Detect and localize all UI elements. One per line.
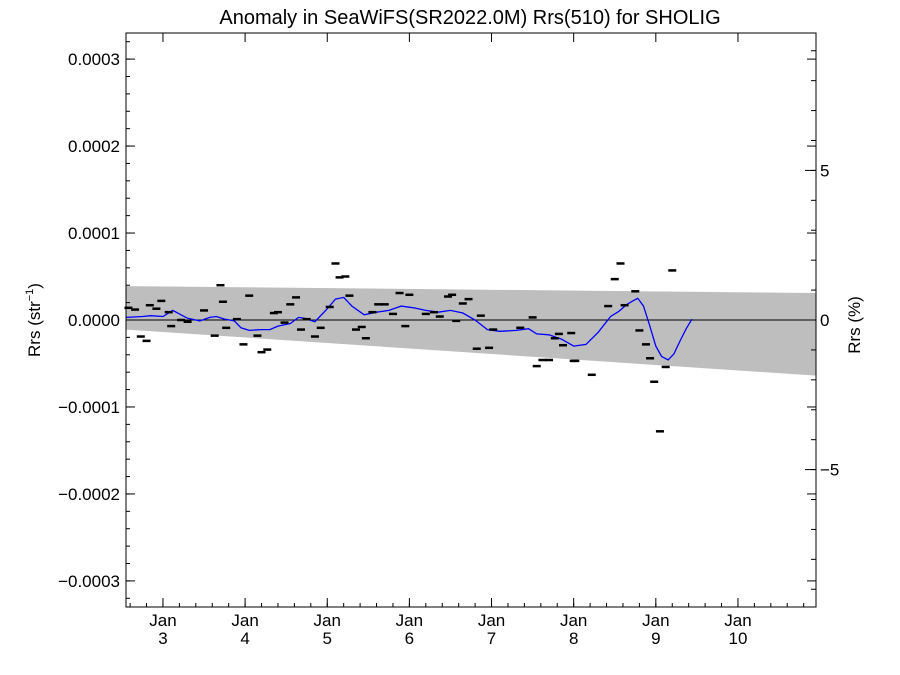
x-tick-label-month: Jan xyxy=(314,611,341,630)
y-axis-right: 5 0 −5 xyxy=(805,50,839,590)
x-tick-label-day: 8 xyxy=(569,629,578,648)
uncertainty-band-layer xyxy=(126,286,816,376)
y-tick-label: 0.0000 xyxy=(68,311,120,330)
x-tick-label-month: Jan xyxy=(560,611,587,630)
chart-title: Anomaly in SeaWiFS(SR2022.0M) Rrs(510) f… xyxy=(219,7,720,29)
smoothed-anomaly-line xyxy=(125,296,693,361)
y-right-tick-label: 0 xyxy=(820,311,829,330)
y-tick-label: −0.0002 xyxy=(58,485,120,504)
x-tick-label-month: Jan xyxy=(396,611,423,630)
y-axis-label-left-text: Rrs (str xyxy=(25,301,44,357)
x-tick-label-month: Jan xyxy=(724,611,751,630)
y-right-tick-label: 5 xyxy=(820,161,829,180)
x-tick-label-day: 4 xyxy=(240,629,249,648)
x-tick-label-day: 9 xyxy=(651,629,660,648)
y-tick-label: −0.0001 xyxy=(58,398,120,417)
x-tick-label-month: Jan xyxy=(149,611,176,630)
x-tick-label-day: 6 xyxy=(405,629,414,648)
x-tick-label-month: Jan xyxy=(642,611,669,630)
x-tick-label-month: Jan xyxy=(478,611,505,630)
y-axis-label-left: Rrs (str−1) xyxy=(24,283,44,357)
x-tick-label-day: 10 xyxy=(729,629,748,648)
uncertainty-band xyxy=(126,286,816,376)
x-tick-label-day: 5 xyxy=(323,629,332,648)
y-axis-label-right: Rrs (%) xyxy=(845,296,864,354)
x-tick-label-day: 3 xyxy=(158,629,167,648)
y-axis-label-left-close: ) xyxy=(25,283,44,289)
y-tick-label: 0.0002 xyxy=(68,137,120,156)
y-tick-label: 0.0001 xyxy=(68,224,120,243)
smooth-line-layer xyxy=(125,296,693,361)
x-tick-label-month: Jan xyxy=(231,611,258,630)
data-points-layer xyxy=(124,262,677,433)
y-tick-label: −0.0003 xyxy=(58,572,120,591)
y-axis-left: 0.0003 0.0002 0.0001 0.0000 −0.0001 −0.0002 −0… xyxy=(58,41,816,599)
x-tick-label-day: 7 xyxy=(487,629,496,648)
y-tick-label: 0.0003 xyxy=(68,50,120,69)
y-axis-label-left-superscript: −1 xyxy=(24,289,36,302)
y-right-tick-label: −5 xyxy=(820,461,839,480)
